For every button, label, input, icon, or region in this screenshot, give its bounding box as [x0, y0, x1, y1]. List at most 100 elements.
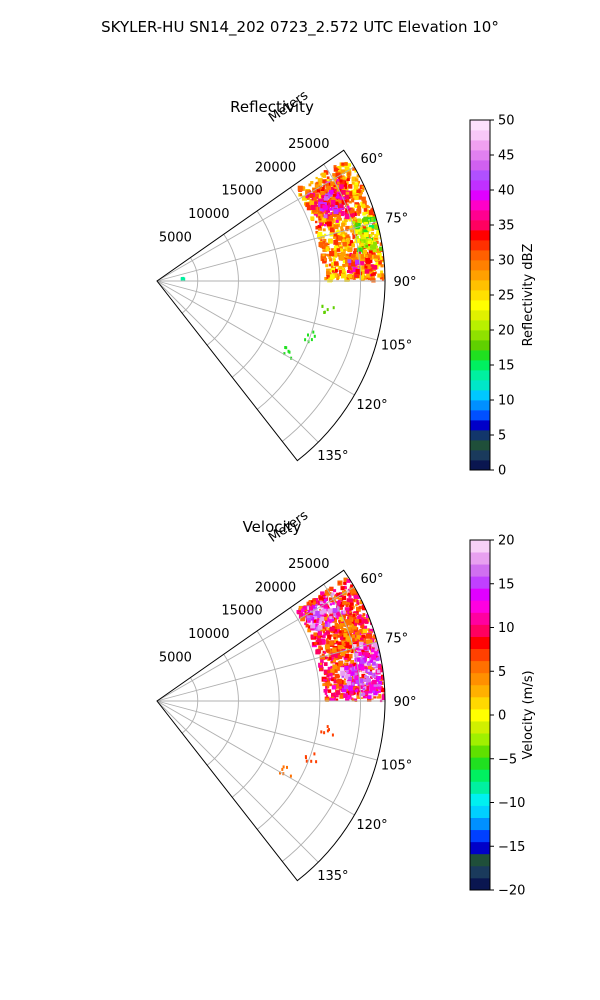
echo-cell	[351, 221, 355, 225]
echo-cell	[340, 210, 345, 216]
echo-cell	[356, 202, 359, 205]
echo-cell	[379, 668, 384, 673]
echo-cell	[338, 208, 341, 211]
echo-cell	[328, 198, 331, 202]
echo-cell	[355, 604, 358, 607]
echo-cell	[326, 199, 330, 203]
echo-cell	[319, 629, 323, 632]
colorbar-segment	[470, 696, 490, 710]
echo-cell	[335, 615, 338, 618]
echo-cell	[348, 242, 352, 246]
echo-cell	[350, 620, 355, 625]
echo-cell	[354, 639, 360, 645]
echo-cell	[356, 690, 361, 695]
echo-cell	[330, 634, 333, 637]
echo-cell	[308, 606, 314, 611]
echo-cell	[341, 199, 347, 205]
echo-cell	[361, 669, 366, 673]
echo-cell	[316, 189, 321, 193]
echo-cell	[377, 252, 382, 258]
echo-cell	[351, 176, 357, 182]
echo-cell	[362, 200, 367, 206]
echo-cell	[373, 216, 377, 220]
echo-cell	[348, 594, 352, 598]
range-tick-label: 15000	[221, 184, 262, 199]
echo-cell	[328, 263, 332, 267]
echo-cell	[339, 633, 344, 638]
echo-cell	[354, 274, 357, 277]
colorbar-segment	[470, 708, 490, 722]
echo-cell	[329, 641, 334, 646]
colorbar-segment	[470, 270, 490, 281]
colorbar-segment	[470, 430, 490, 441]
echo-cell	[359, 644, 364, 649]
echo-cell	[351, 683, 354, 686]
echo-cell	[326, 204, 331, 209]
echo-cell	[365, 257, 371, 263]
colorbar-tick-label: 25	[498, 289, 515, 304]
echo-cell	[307, 628, 312, 633]
echo-cell	[317, 178, 323, 184]
echo-cell	[368, 258, 373, 264]
echo-cell	[354, 651, 358, 655]
echo-cell	[324, 615, 330, 621]
echo-cell	[351, 253, 356, 259]
echo-cell	[339, 255, 344, 260]
echo-cell	[330, 267, 335, 272]
echo-cell	[328, 207, 332, 211]
echo-cell	[337, 654, 343, 660]
echo-cell	[381, 676, 385, 680]
echo-cell	[325, 648, 330, 653]
echo-cell	[310, 623, 316, 629]
echo-cell	[328, 216, 333, 221]
echo-cell	[364, 265, 368, 269]
echo-cell	[332, 630, 335, 634]
echo-cell	[373, 651, 378, 656]
echo-cell	[369, 657, 372, 660]
echo-cell	[360, 666, 365, 671]
echo-cell	[335, 212, 340, 217]
colorbar-tick-label: 15	[498, 577, 515, 592]
grid	[156, 583, 385, 863]
echo-cell	[327, 242, 330, 245]
echo-cell	[357, 260, 360, 264]
echo-cell	[333, 167, 338, 172]
echo-cell	[363, 690, 368, 695]
echo-cell	[357, 231, 361, 235]
echo-cell	[366, 675, 370, 679]
echo-cell	[342, 600, 347, 605]
echo-cell	[353, 652, 359, 658]
echo-cell	[318, 220, 322, 224]
echo-cell	[325, 688, 328, 692]
echo-cell	[337, 275, 340, 278]
echo-cell	[355, 259, 360, 265]
range-ring	[256, 607, 321, 830]
echo-cell	[354, 195, 359, 200]
echo-cell	[368, 646, 372, 650]
echo-cell	[358, 678, 364, 684]
azimuth-tick-label: 105°	[381, 339, 412, 354]
echo-cell	[335, 194, 340, 199]
echo-cell	[334, 261, 339, 266]
echo-cell	[344, 218, 348, 222]
echo-cell	[361, 189, 364, 192]
azimuth-spoke	[156, 700, 355, 816]
echo-cell	[333, 165, 337, 169]
echo-cell	[325, 694, 329, 698]
colorbar-segment	[470, 240, 490, 251]
echo-cell	[326, 185, 332, 191]
echo-cell	[319, 184, 323, 187]
echo-cell	[336, 215, 341, 220]
echo-cell	[315, 220, 318, 224]
echo-cell	[373, 682, 378, 687]
echo-cell	[347, 247, 353, 253]
echo-cell	[374, 685, 378, 689]
echo-cell	[374, 257, 378, 261]
echo-cell	[326, 275, 331, 279]
echo-cell	[333, 218, 338, 223]
colorbar-segment	[470, 588, 490, 601]
echo-cell	[325, 630, 330, 635]
range-tick-label: 5000	[159, 230, 192, 245]
echo-cell	[336, 626, 340, 630]
